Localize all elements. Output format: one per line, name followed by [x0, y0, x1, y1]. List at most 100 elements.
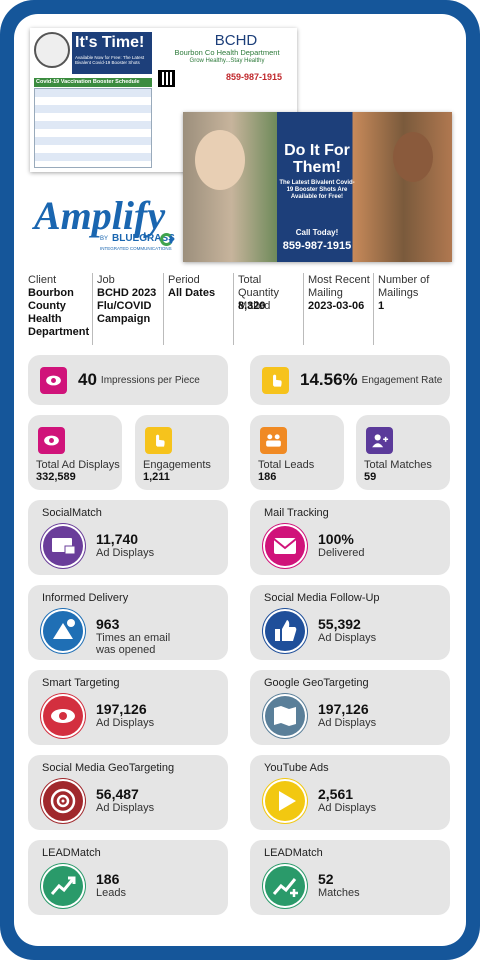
channel-value: 56,487 — [96, 786, 139, 802]
channel-value: 963 — [96, 616, 120, 632]
separator — [233, 273, 234, 345]
channel-title: LEADMatch — [264, 847, 323, 859]
detail-value: 8,320 — [238, 300, 266, 312]
detail-value: 1 — [378, 300, 385, 312]
icon — [41, 864, 85, 908]
icon-glyph — [50, 876, 76, 895]
icon-glyph — [273, 538, 297, 554]
channel-label: Ad Displays — [318, 632, 377, 644]
total-label: Total Ad Displays — [36, 459, 120, 471]
qr-code — [158, 70, 175, 87]
tagline: Grow Healthy...Stay Healthy — [189, 58, 265, 64]
clock — [34, 32, 70, 68]
icon — [263, 609, 307, 653]
back-phone: 859-987-1915 — [282, 240, 352, 252]
postcard-back: Do It For Them! The Latest Bivalent Covi… — [183, 112, 452, 262]
logo-tagline: INTEGRATED COMMUNICATIONS — [100, 246, 172, 251]
channel-label: Ad Displays — [318, 717, 377, 729]
highlight-value: 14.56% — [300, 370, 358, 389]
detail-value: BCHD 2023 Flu/COVID Campaign — [97, 287, 157, 325]
icon-glyph — [50, 788, 76, 814]
channel-title: Informed Delivery — [42, 592, 129, 604]
channel-value: 197,126 — [318, 701, 369, 717]
photo — [393, 132, 433, 182]
back-headline: Do It For Them! — [284, 142, 350, 176]
detail-label: Period — [168, 274, 200, 286]
icon-glyph — [52, 538, 76, 555]
detail-label: Job — [97, 274, 115, 286]
icon-glyph — [266, 434, 281, 447]
channel-label: Ad Displays — [96, 717, 155, 729]
channel-label: Leads — [96, 887, 126, 899]
channel-value: 2,561 — [318, 786, 354, 802]
channel-title: SocialMatch — [42, 507, 102, 519]
headline-box: It's Time! Available Now for Free: The L… — [72, 32, 152, 74]
icon — [262, 367, 289, 394]
highlight-label: Engagement Rate — [361, 375, 443, 386]
icon-glyph — [279, 791, 296, 811]
logo-company: BLUEGRASS — [112, 233, 175, 244]
total-value: 1,211 — [143, 471, 170, 483]
separator — [163, 273, 164, 345]
detail-value: All Dates — [168, 287, 216, 299]
icon — [260, 427, 287, 454]
icon — [263, 524, 307, 568]
channel-value: 186 — [96, 871, 120, 887]
total-label: Engagements — [143, 459, 211, 471]
total-value: 186 — [258, 471, 277, 483]
icon-glyph — [273, 374, 282, 387]
total-label: Total Leads — [258, 459, 315, 471]
channel-label: Matches — [318, 887, 360, 899]
icon — [263, 694, 307, 738]
highlight-label: Impressions per Piece — [100, 375, 200, 386]
highlight-value: 40 — [78, 370, 97, 389]
headline: It's Time! — [75, 34, 145, 51]
icon — [366, 427, 393, 454]
channel-title: Mail Tracking — [264, 507, 329, 519]
icon — [41, 524, 85, 568]
channel-label: Ad Displays — [96, 547, 155, 559]
icon — [263, 864, 307, 908]
icon-glyph — [272, 878, 298, 897]
channel-title: Smart Targeting — [42, 677, 120, 689]
logo-by: BY — [100, 236, 109, 242]
channel-label: Delivered — [318, 547, 365, 559]
channel-value: 100% — [318, 531, 354, 547]
subhead: Available Now for Free: The Latest Bival… — [75, 55, 145, 65]
icon — [38, 427, 65, 454]
icon — [41, 779, 85, 823]
icon — [263, 779, 307, 823]
detail-value: Bourbon County Health Department — [28, 287, 90, 338]
channel-label: Ad Displays — [96, 802, 155, 814]
channel-title: LEADMatch — [42, 847, 101, 859]
table-title: Covid-19 Vaccination Booster Schedule — [34, 78, 152, 87]
icon-glyph — [275, 620, 297, 641]
channel-title: Google GeoTargeting — [264, 677, 369, 689]
icon — [145, 427, 172, 454]
channel-title: YouTube Ads — [264, 762, 329, 774]
phone: 859-987-1915 — [226, 72, 283, 82]
logo-mark — [160, 233, 173, 246]
icon-glyph — [274, 706, 296, 726]
detail-label: Number of Mailings — [378, 274, 430, 299]
icon-glyph — [372, 434, 389, 448]
detail-label: Total Quantity Mailed — [238, 274, 279, 312]
detail-value: 2023-03-06 — [308, 300, 365, 312]
separator — [373, 273, 374, 345]
org-name: Bourbon Co Health Department — [174, 48, 280, 57]
detail-label: Client — [28, 274, 57, 286]
channel-value: 52 — [318, 871, 334, 887]
cta: Call Today! — [295, 228, 339, 237]
logo-name: Amplify — [34, 193, 166, 238]
icon — [41, 694, 85, 738]
separator — [92, 273, 93, 345]
channel-value: 55,392 — [318, 616, 361, 632]
org: BCHD — [214, 32, 258, 49]
channel-label: Times an email was opened — [96, 632, 171, 656]
icon-glyph — [156, 434, 165, 447]
total-label: Total Matches — [364, 459, 432, 471]
photo — [195, 130, 245, 190]
channel-title: Social Media Follow-Up — [264, 592, 380, 604]
channel-label: Ad Displays — [318, 802, 377, 814]
